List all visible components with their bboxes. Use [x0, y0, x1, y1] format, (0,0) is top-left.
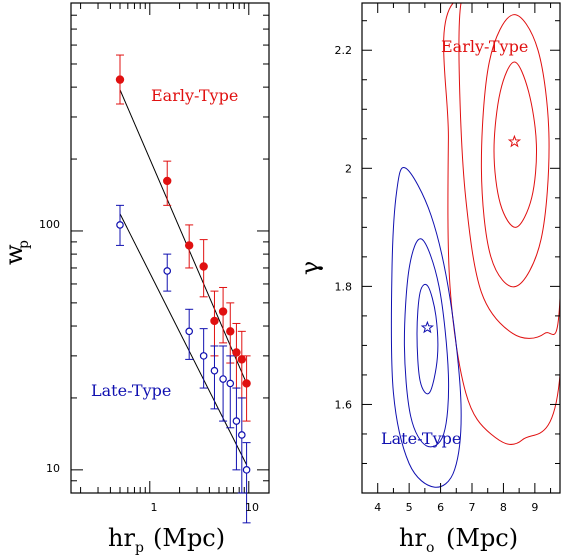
right-early-type-label: Early-Type	[441, 37, 528, 56]
right-ylabel-main: γ	[296, 261, 324, 275]
right-xlabel-main: hr	[399, 524, 426, 552]
right-xtick-label: 5	[406, 501, 413, 514]
data-point-late-type	[219, 375, 227, 383]
data-point-late-type	[242, 466, 251, 474]
right-plot-frame	[361, 2, 561, 494]
data-point-early-type	[199, 262, 208, 271]
left-xlabel-units: (Mpc)	[153, 524, 225, 552]
left-panel: 1 10 100 10 Early-Type Late-Type hr p (M…	[0, 2, 270, 556]
right-ytick-label: 2	[345, 162, 352, 175]
contour-early-type	[458, 3, 560, 339]
left-ytick-label-100: 100	[39, 218, 60, 231]
data-point-early-type	[218, 307, 228, 316]
right-tick-labels: 4 5 6 7 8 9 1.6 1.8 2 2.2	[335, 44, 539, 514]
left-xtick-label-1: 1	[151, 501, 158, 514]
data-point-early-type	[163, 176, 172, 186]
best-fit-star-early-type	[507, 134, 522, 148]
right-xtick-label: 7	[469, 501, 476, 514]
data-point-early-type	[242, 379, 251, 388]
data-point-early-type	[226, 327, 235, 336]
left-ytick-label-10: 10	[46, 462, 60, 475]
left-ylabel: w p	[0, 240, 32, 265]
data-point-late-type	[199, 352, 208, 360]
left-xtick-label-10: 10	[245, 501, 259, 514]
data-point-early-type	[210, 316, 219, 326]
left-fit-lines	[119, 89, 248, 466]
fit-line-early-type	[119, 89, 248, 384]
data-point-late-type	[238, 431, 246, 439]
data-point-early-type	[184, 241, 194, 250]
left-axis-ticks	[71, 2, 269, 494]
left-early-type-label: Early-Type	[151, 86, 238, 105]
data-point-late-type	[116, 221, 124, 229]
right-xtick-label: 9	[531, 501, 538, 514]
right-contours	[390, 3, 560, 488]
contour-early-type	[493, 61, 538, 228]
contour-early-type	[443, 3, 560, 445]
left-data-points	[115, 54, 251, 524]
right-xtick-label: 6	[437, 501, 444, 514]
best-fit-star-late-type	[420, 320, 434, 334]
fit-line-late-type	[119, 213, 248, 466]
left-ylabel-subscript: p	[16, 240, 32, 249]
right-axis-ticks	[362, 3, 560, 493]
data-point-early-type	[232, 348, 241, 357]
data-point-early-type	[115, 75, 125, 84]
right-panel: 4 5 6 7 8 9 1.6 1.8 2 2.2 Early-Type Late-Type hr…	[296, 2, 561, 556]
data-point-late-type	[210, 366, 219, 375]
left-xlabel-subscript: p	[135, 540, 144, 556]
right-ytick-label: 1.6	[335, 398, 353, 411]
right-ytick-label: 2.2	[335, 44, 353, 57]
data-point-early-type	[237, 355, 247, 364]
contour-late-type	[403, 238, 450, 448]
left-late-type-label: Late-Type	[91, 381, 171, 400]
left-ylabel-main: w	[0, 244, 28, 265]
right-xlabel-subscript: o	[426, 540, 434, 556]
right-xtick-label: 8	[500, 501, 507, 514]
right-ytick-label: 1.8	[335, 280, 353, 293]
data-point-late-type	[226, 379, 235, 388]
contour-late-type	[390, 166, 462, 488]
data-point-late-type	[185, 327, 193, 336]
right-best-fit-markers	[420, 134, 522, 334]
left-xlabel-main: hr	[108, 524, 135, 552]
right-xtick-label: 4	[374, 501, 381, 514]
contour-early-type	[480, 14, 550, 288]
left-plot-frame	[70, 2, 270, 494]
right-ylabel: γ	[296, 261, 324, 275]
right-xlabel-units: (Mpc)	[446, 524, 518, 552]
contour-late-type	[416, 283, 439, 395]
data-point-late-type	[232, 417, 241, 425]
right-late-type-label: Late-Type	[381, 429, 461, 448]
data-point-late-type	[163, 267, 172, 275]
